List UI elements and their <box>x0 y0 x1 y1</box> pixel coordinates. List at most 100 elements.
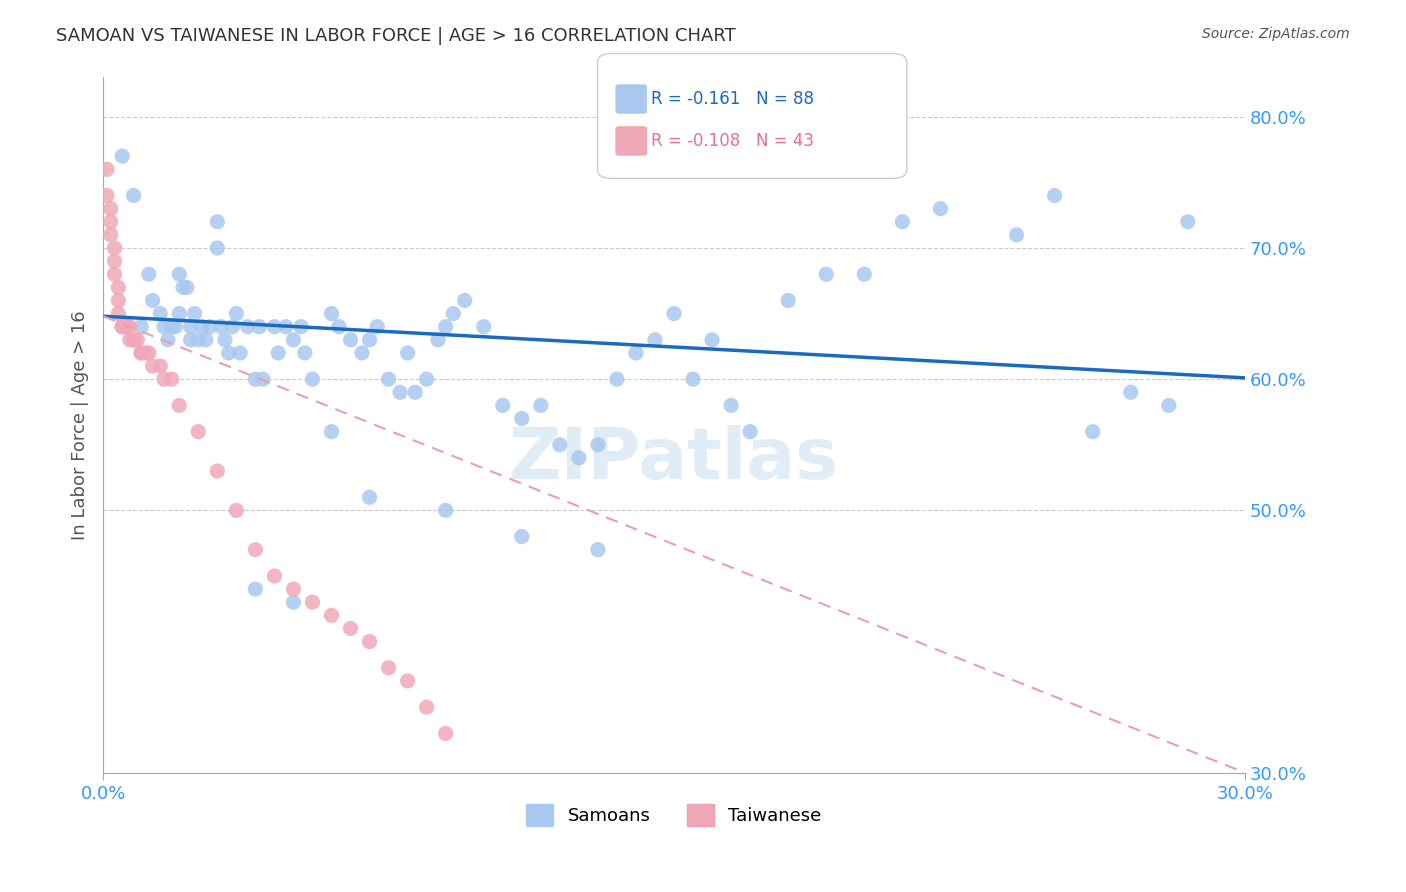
Point <box>111 149 134 163</box>
Point <box>229 346 252 360</box>
Point <box>396 346 419 360</box>
Point <box>404 385 426 400</box>
Point <box>172 280 194 294</box>
Point <box>454 293 477 308</box>
Point <box>221 319 243 334</box>
Point <box>180 333 202 347</box>
Text: Source: ZipAtlas.com: Source: ZipAtlas.com <box>1202 27 1350 41</box>
Point <box>142 293 165 308</box>
Point <box>662 307 685 321</box>
Point <box>134 346 156 360</box>
Point <box>339 333 361 347</box>
Point <box>167 307 190 321</box>
Point <box>191 319 214 334</box>
Point <box>606 372 628 386</box>
Point <box>153 372 176 386</box>
Point <box>263 319 285 334</box>
Point <box>122 188 145 202</box>
Point <box>245 372 267 386</box>
Point <box>1081 425 1104 439</box>
Point <box>700 333 723 347</box>
Point <box>283 333 305 347</box>
Point <box>1043 188 1066 202</box>
Point <box>209 319 232 334</box>
Point <box>107 280 129 294</box>
Point <box>149 307 172 321</box>
Point <box>263 569 285 583</box>
Point <box>218 346 240 360</box>
Point <box>187 425 209 439</box>
Point <box>1005 227 1028 242</box>
Point <box>510 530 533 544</box>
Point <box>427 333 450 347</box>
Point <box>214 333 236 347</box>
Point <box>530 398 553 412</box>
Point <box>434 319 457 334</box>
Point <box>122 333 145 347</box>
Point <box>377 661 399 675</box>
Point <box>586 438 609 452</box>
Point <box>321 608 343 623</box>
Point <box>138 267 160 281</box>
Point <box>127 333 149 347</box>
Point <box>100 215 122 229</box>
Point <box>339 622 361 636</box>
Point <box>301 372 323 386</box>
Point <box>720 398 742 412</box>
Point <box>167 398 190 412</box>
Point <box>103 241 125 255</box>
Text: ZIPatlas: ZIPatlas <box>509 425 839 494</box>
Point <box>156 333 179 347</box>
Point <box>118 319 141 334</box>
Point <box>415 372 437 386</box>
Point <box>415 700 437 714</box>
Point <box>167 267 190 281</box>
Point <box>267 346 290 360</box>
Point <box>441 307 464 321</box>
Point <box>301 595 323 609</box>
Point <box>115 319 138 334</box>
Point <box>624 346 647 360</box>
Point <box>160 372 183 386</box>
Y-axis label: In Labor Force | Age > 16: In Labor Force | Age > 16 <box>72 310 89 540</box>
Point <box>434 503 457 517</box>
Point <box>96 188 118 202</box>
Point <box>388 385 411 400</box>
Point <box>187 333 209 347</box>
Point <box>100 202 122 216</box>
Point <box>153 319 176 334</box>
Point <box>207 241 229 255</box>
Point <box>111 319 134 334</box>
Point <box>568 450 591 465</box>
Point <box>815 267 838 281</box>
Point <box>321 425 343 439</box>
Point <box>682 372 704 386</box>
Point <box>247 319 270 334</box>
Point <box>274 319 297 334</box>
Point <box>107 293 129 308</box>
Point <box>359 490 381 504</box>
Point <box>740 425 762 439</box>
Point <box>129 346 152 360</box>
Point <box>245 582 267 596</box>
Point <box>891 215 914 229</box>
Point <box>122 333 145 347</box>
Point <box>778 293 800 308</box>
Point <box>107 307 129 321</box>
Point <box>115 319 138 334</box>
Point <box>245 542 267 557</box>
Point <box>129 319 152 334</box>
Text: R = -0.108   N = 43: R = -0.108 N = 43 <box>651 132 814 150</box>
Point <box>198 319 221 334</box>
Point <box>377 372 399 386</box>
Point <box>350 346 373 360</box>
Text: R = -0.161   N = 88: R = -0.161 N = 88 <box>651 90 814 108</box>
Legend: Samoans, Taiwanese: Samoans, Taiwanese <box>519 797 830 833</box>
Point <box>129 346 152 360</box>
Point <box>149 359 172 373</box>
Point <box>434 726 457 740</box>
Point <box>548 438 571 452</box>
Point <box>644 333 666 347</box>
Point <box>96 162 118 177</box>
Point <box>283 595 305 609</box>
